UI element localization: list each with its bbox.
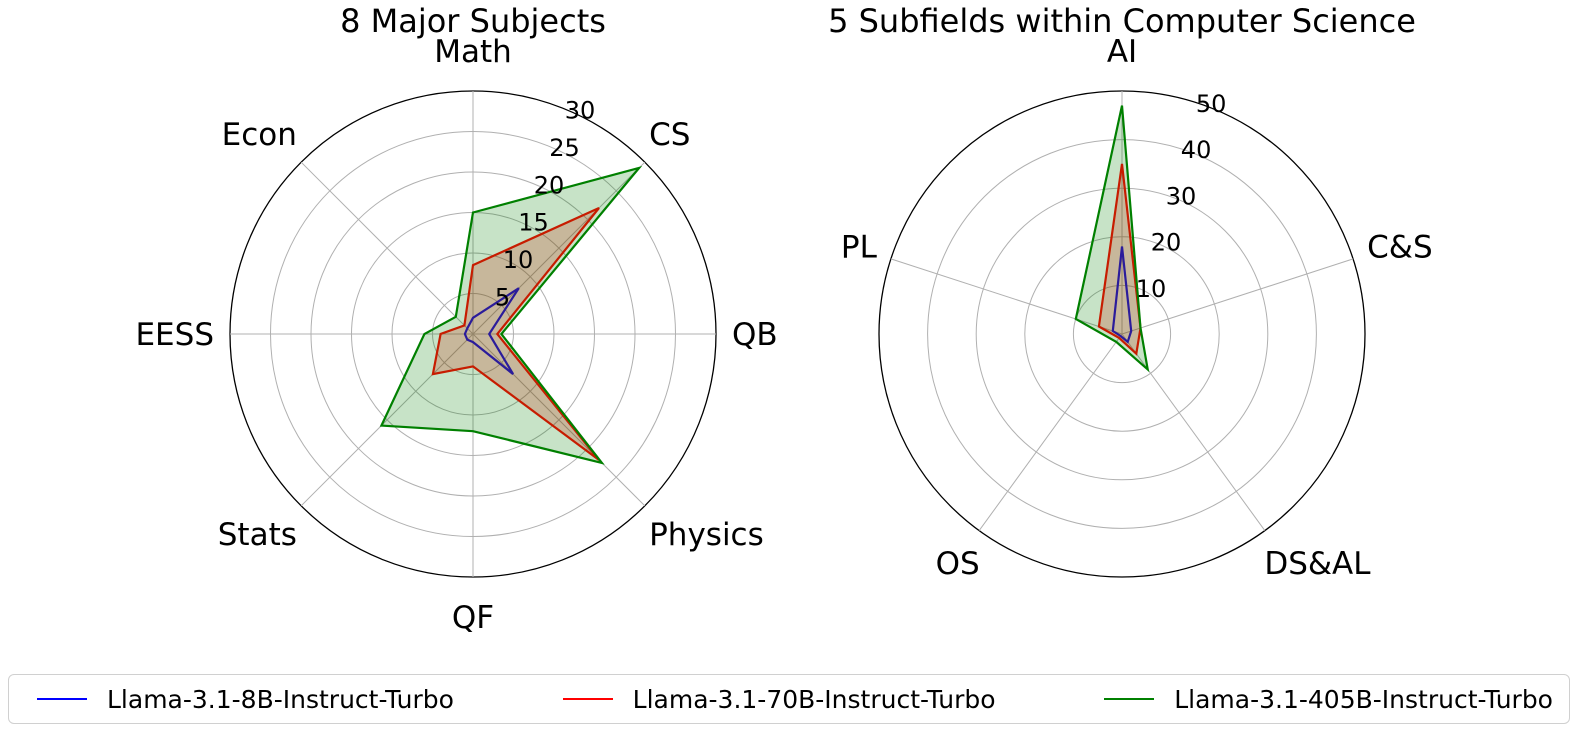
radar-spoke [1121,258,1354,335]
radial-tick-label: 15 [518,209,549,237]
radar-spoke [472,333,646,507]
category-label-cs: CS [649,117,690,153]
series-line-llama-3-1-70b-instruct-turbo [431,206,600,461]
series-line-llama-3-1-8b-instruct-turbo [1111,246,1133,344]
category-label-math: Math [434,34,512,70]
series-line-llama-3-1-405b-instruct-turbo [379,165,643,465]
radial-tick-label: 10 [503,246,534,274]
category-label-ai: AI [1107,34,1137,70]
series-line-llama-3-1-405b-instruct-turbo [1074,105,1150,373]
legend-swatch [1104,698,1155,700]
chart-title: 8 Major Subjects [340,2,606,40]
category-label-stats: Stats [218,517,297,553]
radar-spoke [978,333,1123,531]
category-label-pl: PL [841,230,878,266]
radial-tick-label: 5 [495,284,510,312]
radial-tick-label: 20 [534,171,565,199]
radial-tick-label: 20 [1151,229,1182,257]
series-area-llama-3-1-405b-instruct-turbo [1075,105,1148,370]
category-label-c-s: C&S [1367,230,1433,266]
category-label-econ: Econ [222,117,297,153]
category-label-physics: Physics [649,517,764,553]
category-label-os: OS [936,546,980,582]
legend-item: Llama-3.1-8B-Instruct-Turbo [37,685,454,714]
radar-chart-major-subjects: 8 Major Subjects 5 10 15 20 25 30 Math CS QB Phys… [135,2,777,636]
radar-spoke [890,258,1123,335]
legend-swatch [37,698,87,700]
legend-label: Llama-3.1-8B-Instruct-Turbo [107,684,454,714]
radial-tick-label: 25 [549,134,580,162]
legend-label: Llama-3.1-405B-Instruct-Turbo [1174,684,1553,714]
legend-item: Llama-3.1-405B-Instruct-Turbo [1104,685,1553,714]
legend-label: Llama-3.1-70B-Instruct-Turbo [632,684,996,714]
series-area-llama-3-1-70b-instruct-turbo [1098,163,1141,354]
radar-chart-cs-subfields: 5 Subfields within Computer Science 10 20… [828,2,1433,582]
radial-tick-label: 30 [565,96,596,124]
category-label-ds-al: DS&AL [1264,546,1371,582]
chart-title: 5 Subfields within Computer Science [828,2,1416,40]
category-label-eess: EESS [135,317,214,353]
radar-spoke [472,161,646,335]
category-label-qb: QB [732,317,778,353]
radar-spoke [300,333,474,507]
radial-tick-label: 30 [1166,182,1197,210]
series-area-llama-3-1-70b-instruct-turbo [432,208,599,460]
radar-spoke [300,161,474,335]
radial-tick-label: 50 [1196,90,1227,118]
radial-tick-label: 10 [1136,275,1167,303]
legend-item: Llama-3.1-70B-Instruct-Turbo [562,684,996,714]
series-area-llama-3-1-405b-instruct-turbo [381,167,640,463]
radar-figure: 8 Major Subjects 5 10 15 20 25 30 Math CS QB Phys… [135,2,1433,636]
category-label-qf: QF [452,600,494,636]
legend: Llama-3.1-8B-Instruct-Turbo Llama-3.1-70… [8,674,1570,724]
legend-swatch [562,698,613,700]
radial-tick-label: 40 [1181,136,1212,164]
series-line-llama-3-1-8b-instruct-turbo [463,287,520,375]
